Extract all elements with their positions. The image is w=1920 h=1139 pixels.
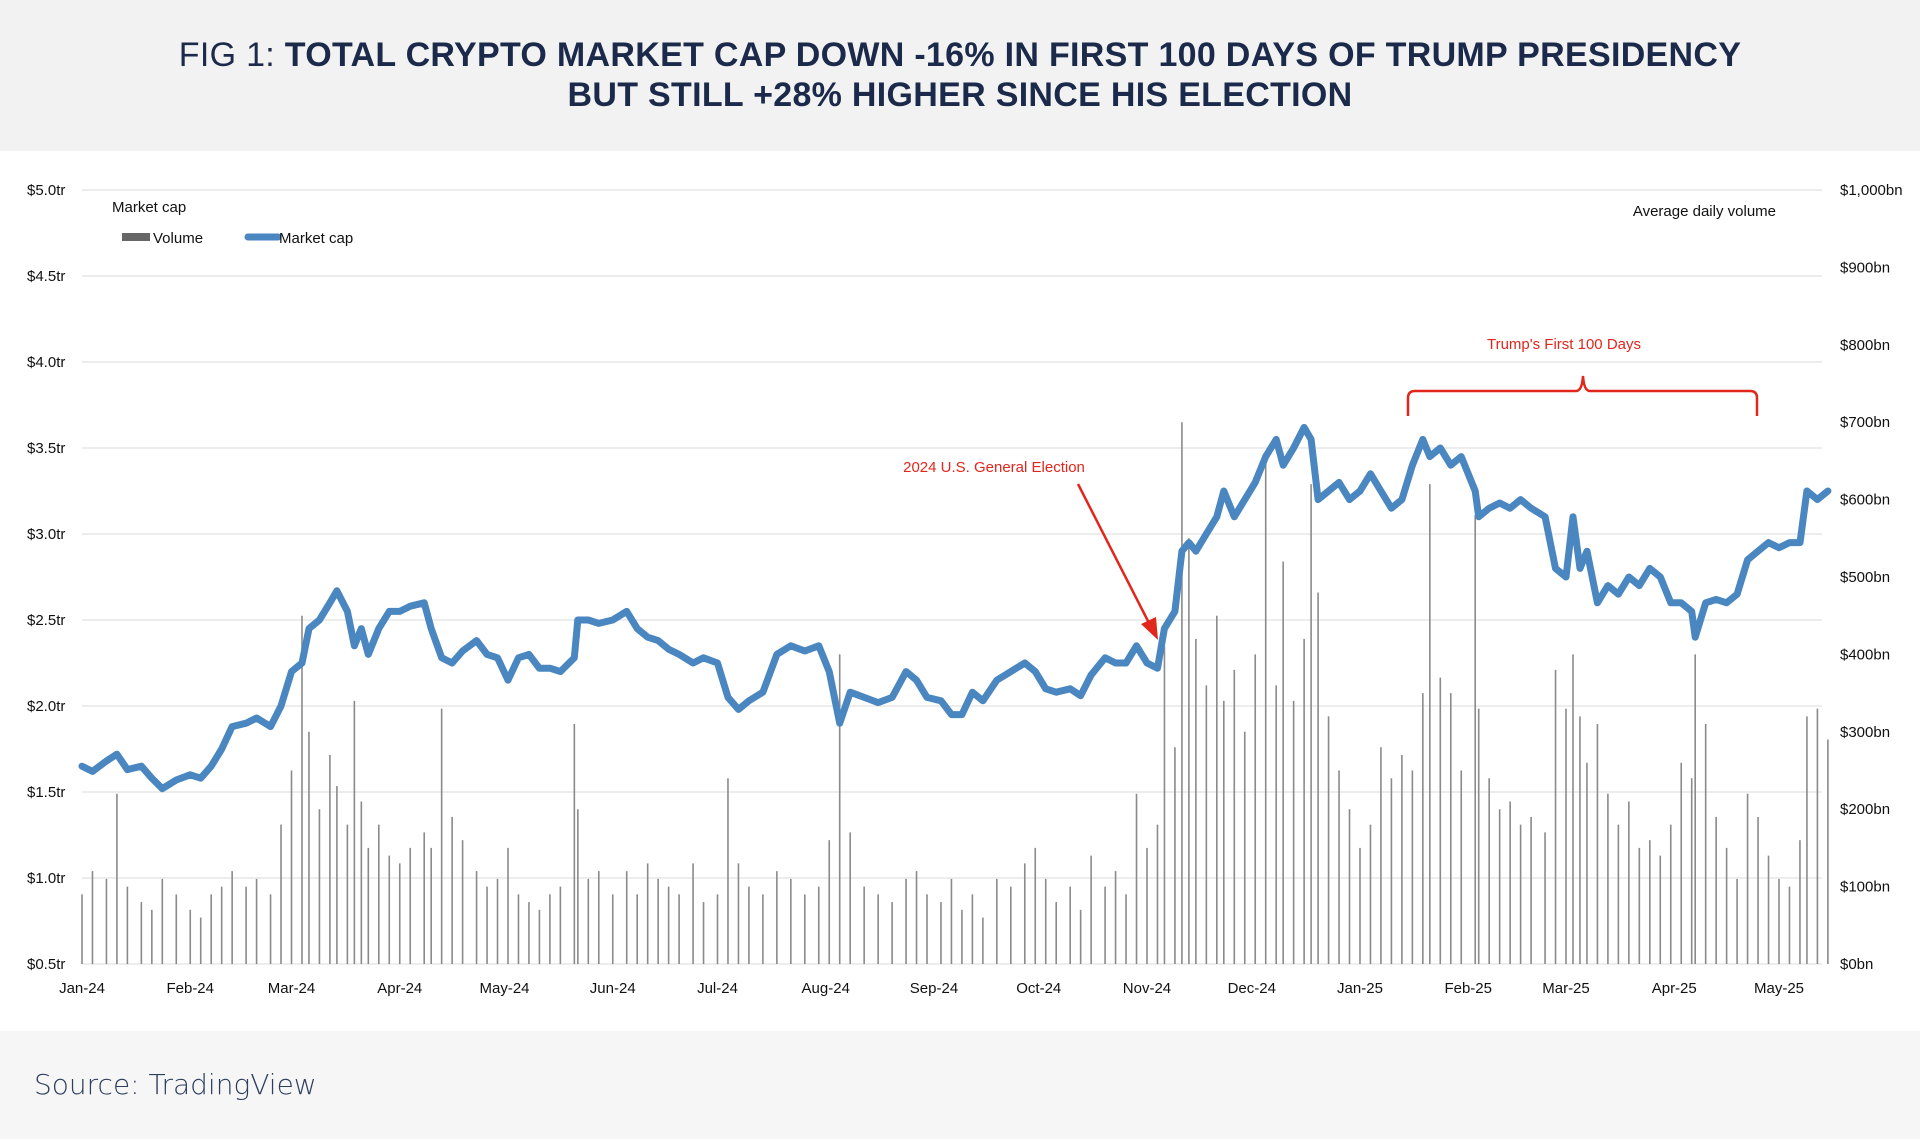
left-tick-label: $4.5tr bbox=[27, 268, 65, 285]
title-text-2: BUT STILL +28% HIGHER SINCE HIS ELECTION bbox=[567, 76, 1353, 114]
chart-title-line1: FIG 1: TOTAL CRYPTO MARKET CAP DOWN -16%… bbox=[0, 36, 1920, 75]
left-tick-label: $4.0tr bbox=[27, 354, 65, 371]
left-tick-label: $2.5tr bbox=[27, 612, 65, 629]
source-note: Source: TradingView bbox=[34, 1068, 317, 1101]
first-100-days-bracket bbox=[1406, 375, 1759, 416]
x-tick-label: Mar-24 bbox=[268, 980, 316, 997]
election-annotation: 2024 U.S. General Election bbox=[903, 459, 1085, 476]
legend-market-cap-label: Market cap bbox=[279, 230, 353, 247]
title-text: TOTAL CRYPTO MARKET CAP DOWN -16% IN FIR… bbox=[284, 36, 1742, 74]
right-tick-label: $900bn bbox=[1840, 259, 1890, 276]
left-tick-label: $1.0tr bbox=[27, 870, 65, 887]
left-tick-label: $2.0tr bbox=[27, 698, 65, 715]
right-tick-label: $600bn bbox=[1840, 492, 1890, 509]
x-tick-label: Oct-24 bbox=[1016, 980, 1061, 997]
x-tick-label: Nov-24 bbox=[1123, 980, 1171, 997]
x-tick-label: Feb-25 bbox=[1444, 980, 1492, 997]
right-axis-label: Average daily volume bbox=[1633, 203, 1776, 220]
left-tick-label: $1.5tr bbox=[27, 784, 65, 801]
right-tick-label: $800bn bbox=[1840, 337, 1890, 354]
legend-volume-label: Volume bbox=[153, 230, 203, 247]
x-tick-label: Mar-25 bbox=[1542, 980, 1590, 997]
first-100-days-annotation: Trump's First 100 Days bbox=[1487, 336, 1641, 353]
right-tick-label: $1,000bn bbox=[1840, 182, 1903, 199]
market-cap-line bbox=[78, 423, 1832, 793]
x-tick-label: Jul-24 bbox=[697, 980, 738, 997]
arrowhead-icon bbox=[1141, 617, 1158, 640]
x-tick-label: Feb-24 bbox=[166, 980, 214, 997]
right-tick-label: $100bn bbox=[1840, 879, 1890, 896]
x-tick-label: Sep-24 bbox=[910, 980, 958, 997]
x-tick-label: Jun-24 bbox=[590, 980, 636, 997]
legend-volume-swatch bbox=[122, 233, 150, 241]
x-tick-label: Jan-25 bbox=[1337, 980, 1383, 997]
election-arrow-icon bbox=[1076, 483, 1152, 626]
right-tick-label: $700bn bbox=[1840, 414, 1890, 431]
x-tick-label: Apr-24 bbox=[377, 980, 422, 997]
left-tick-label: $3.0tr bbox=[27, 526, 65, 543]
right-tick-label: $300bn bbox=[1840, 724, 1890, 741]
right-tick-label: $500bn bbox=[1840, 569, 1890, 586]
x-tick-label: Jan-24 bbox=[59, 980, 105, 997]
x-tick-label: May-24 bbox=[479, 980, 529, 997]
left-tick-label: $0.5tr bbox=[27, 956, 65, 973]
chart-title-line2: BUT STILL +28% HIGHER SINCE HIS ELECTION bbox=[0, 76, 1920, 115]
right-tick-label: $400bn bbox=[1840, 646, 1890, 663]
header: FIG 1: TOTAL CRYPTO MARKET CAP DOWN -16%… bbox=[0, 0, 1920, 151]
right-tick-label: $0bn bbox=[1840, 956, 1873, 973]
x-tick-label: Dec-24 bbox=[1228, 980, 1276, 997]
footer: Source: TradingView bbox=[0, 1031, 1920, 1139]
right-tick-label: $200bn bbox=[1840, 801, 1890, 818]
x-tick-label: Aug-24 bbox=[802, 980, 850, 997]
title-prefix: FIG 1: bbox=[178, 36, 285, 74]
left-axis-label: Market cap bbox=[112, 199, 186, 216]
left-tick-label: $3.5tr bbox=[27, 440, 65, 457]
x-tick-label: Apr-25 bbox=[1652, 980, 1697, 997]
left-tick-label: $5.0tr bbox=[27, 182, 65, 199]
x-tick-label: May-25 bbox=[1754, 980, 1804, 997]
